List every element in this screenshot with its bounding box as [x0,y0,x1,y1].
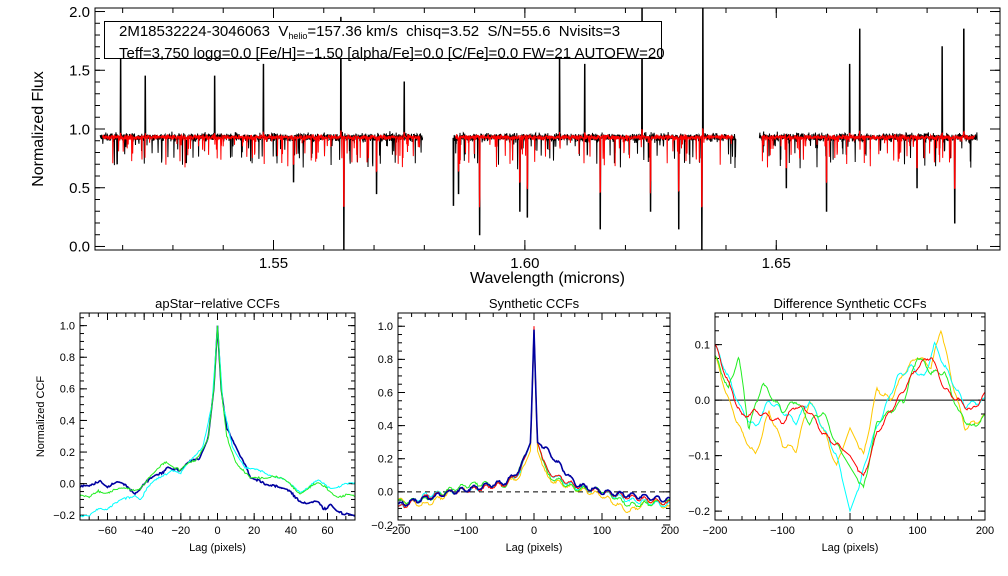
x-tick-label: 200 [976,525,994,537]
synthetic-ccfs-panel: −200 −100 0 100 200 −0.2 0.0 0.2 0.4 0.6 0.8 1.0 Syn… [371,296,679,554]
x-tick-label: −200 [386,525,411,537]
model-spectrum-line [102,130,421,208]
x-tick-label: −40 [135,525,154,537]
apstar-relative-ccfs-panel: −60 −40 −20 0 20 40 60 −0.2 0.0 0.2 0.4 0.6 0.8 1.0 ap… [35,296,356,554]
x-tick-label: −100 [770,525,795,537]
y-tick-label: −0.1 [688,450,710,462]
x-tick-label: −20 [171,525,190,537]
x-axis-label: Lag (pixels) [189,542,246,554]
orange-ccf-line [398,334,670,514]
plot-area [398,326,670,514]
y-tick-label: 0.1 [695,339,710,351]
info-line-2: Teff=3,750 logg=0.0 [Fe/H]=−1.50 [alpha/… [119,45,665,62]
red-ccf-line [715,344,985,477]
x-tick-label: 200 [661,525,679,537]
cyan-ccf-line [398,331,670,508]
chart-title: Synthetic CCFs [489,296,580,311]
y-tick-label: 0.5 [69,180,90,197]
y-tick-label: −0.2 [371,520,393,532]
x-tick-label: 1.65 [762,255,791,272]
snr: S/N=55.6 [487,23,551,40]
x-tick-label: 0 [847,525,853,537]
plot-frame [397,312,671,521]
plot-frame [714,312,986,521]
orange-ccf-line [715,329,985,467]
x-tick-label: 0 [214,525,220,537]
y-tick-label: 0.0 [378,487,393,499]
y-axis-label: Normalized CCF [35,376,47,458]
x-tick-label: 40 [285,525,297,537]
blue-ccf-line [398,329,670,507]
y-tick-label: 0.0 [60,479,75,491]
chart-title: Difference Synthetic CCFs [774,296,927,311]
y-tick-label: 1.0 [69,121,90,138]
y-tick-label: 0.0 [69,239,90,256]
green-ccf-line [715,354,985,489]
plot-area [715,329,985,513]
observed-spectrum-line [758,28,978,224]
x-tick-label: −60 [98,525,117,537]
x-tick-label: −100 [454,525,479,537]
info-box: 2M18532224-3046063 Vhelio=157.36 km/s ch… [104,21,665,62]
y-tick-label: 2.0 [69,4,90,21]
vhelio-value: =157.36 km/s [307,23,398,40]
difference-synthetic-ccfs-panel: −200 −100 0 100 200 −0.2 −0.1 0.0 0.1 Difference … [688,296,994,554]
x-axis-label: Lag (pixels) [822,542,879,554]
info-line-1: 2M18532224-3046063 Vhelio=157.36 km/s ch… [119,23,661,45]
nvisits: Nvisits=3 [558,23,621,40]
spectrum-panel: 1.55 1.60 1.65 0.0 0.5 1.0 1.5 2.0 Wavelength (m… [30,4,1001,287]
chisq: chisq=3.52 [406,23,480,40]
y-tick-label: 0.4 [378,420,393,432]
plot-frame [79,312,356,521]
y-tick-label: 0.4 [60,415,75,427]
plot-frame [94,7,1001,251]
vhelio-symbol: V [278,23,289,40]
x-tick-label: 1.60 [510,255,539,272]
star-id: 2M18532224-3046063 [119,23,270,40]
x-tick-label: 100 [908,525,926,537]
model-spectrum-line [761,130,976,189]
y-tick-label: 0.6 [378,387,393,399]
y-tick-label: 0.2 [378,454,393,466]
x-tick-label: 0 [531,525,537,537]
model-spectrum-line [455,128,734,208]
x-axis-label: Lag (pixels) [506,542,563,554]
x-tick-label: 1.55 [259,255,288,272]
cyan-ccf-line [715,341,985,513]
x-tick-label: 20 [248,525,260,537]
x-axis-label: Wavelength (microns) [470,270,625,287]
x-tick-label: −200 [703,525,728,537]
plot-area [80,325,355,518]
y-tick-label: 0.6 [60,384,75,396]
x-tick-label: 100 [593,525,611,537]
y-tick-label: 0.8 [378,354,393,366]
chart-title: apStar−relative CCFs [155,296,280,311]
y-tick-label: 0.0 [695,395,710,407]
y-tick-label: −0.2 [688,506,710,518]
y-tick-label: −0.2 [53,510,75,522]
visit-3-ccf-line [80,325,355,499]
vhelio-subscript: helio [288,31,308,41]
x-tick-label: 60 [321,525,333,537]
y-tick-label: 1.0 [378,321,393,333]
plot-area [99,8,978,250]
y-axis-label: Normalized Flux [30,71,47,187]
y-tick-label: 0.2 [60,447,75,459]
y-tick-label: 1.5 [69,63,90,80]
y-tick-label: 1.0 [60,320,75,332]
y-tick-label: 0.8 [60,352,75,364]
